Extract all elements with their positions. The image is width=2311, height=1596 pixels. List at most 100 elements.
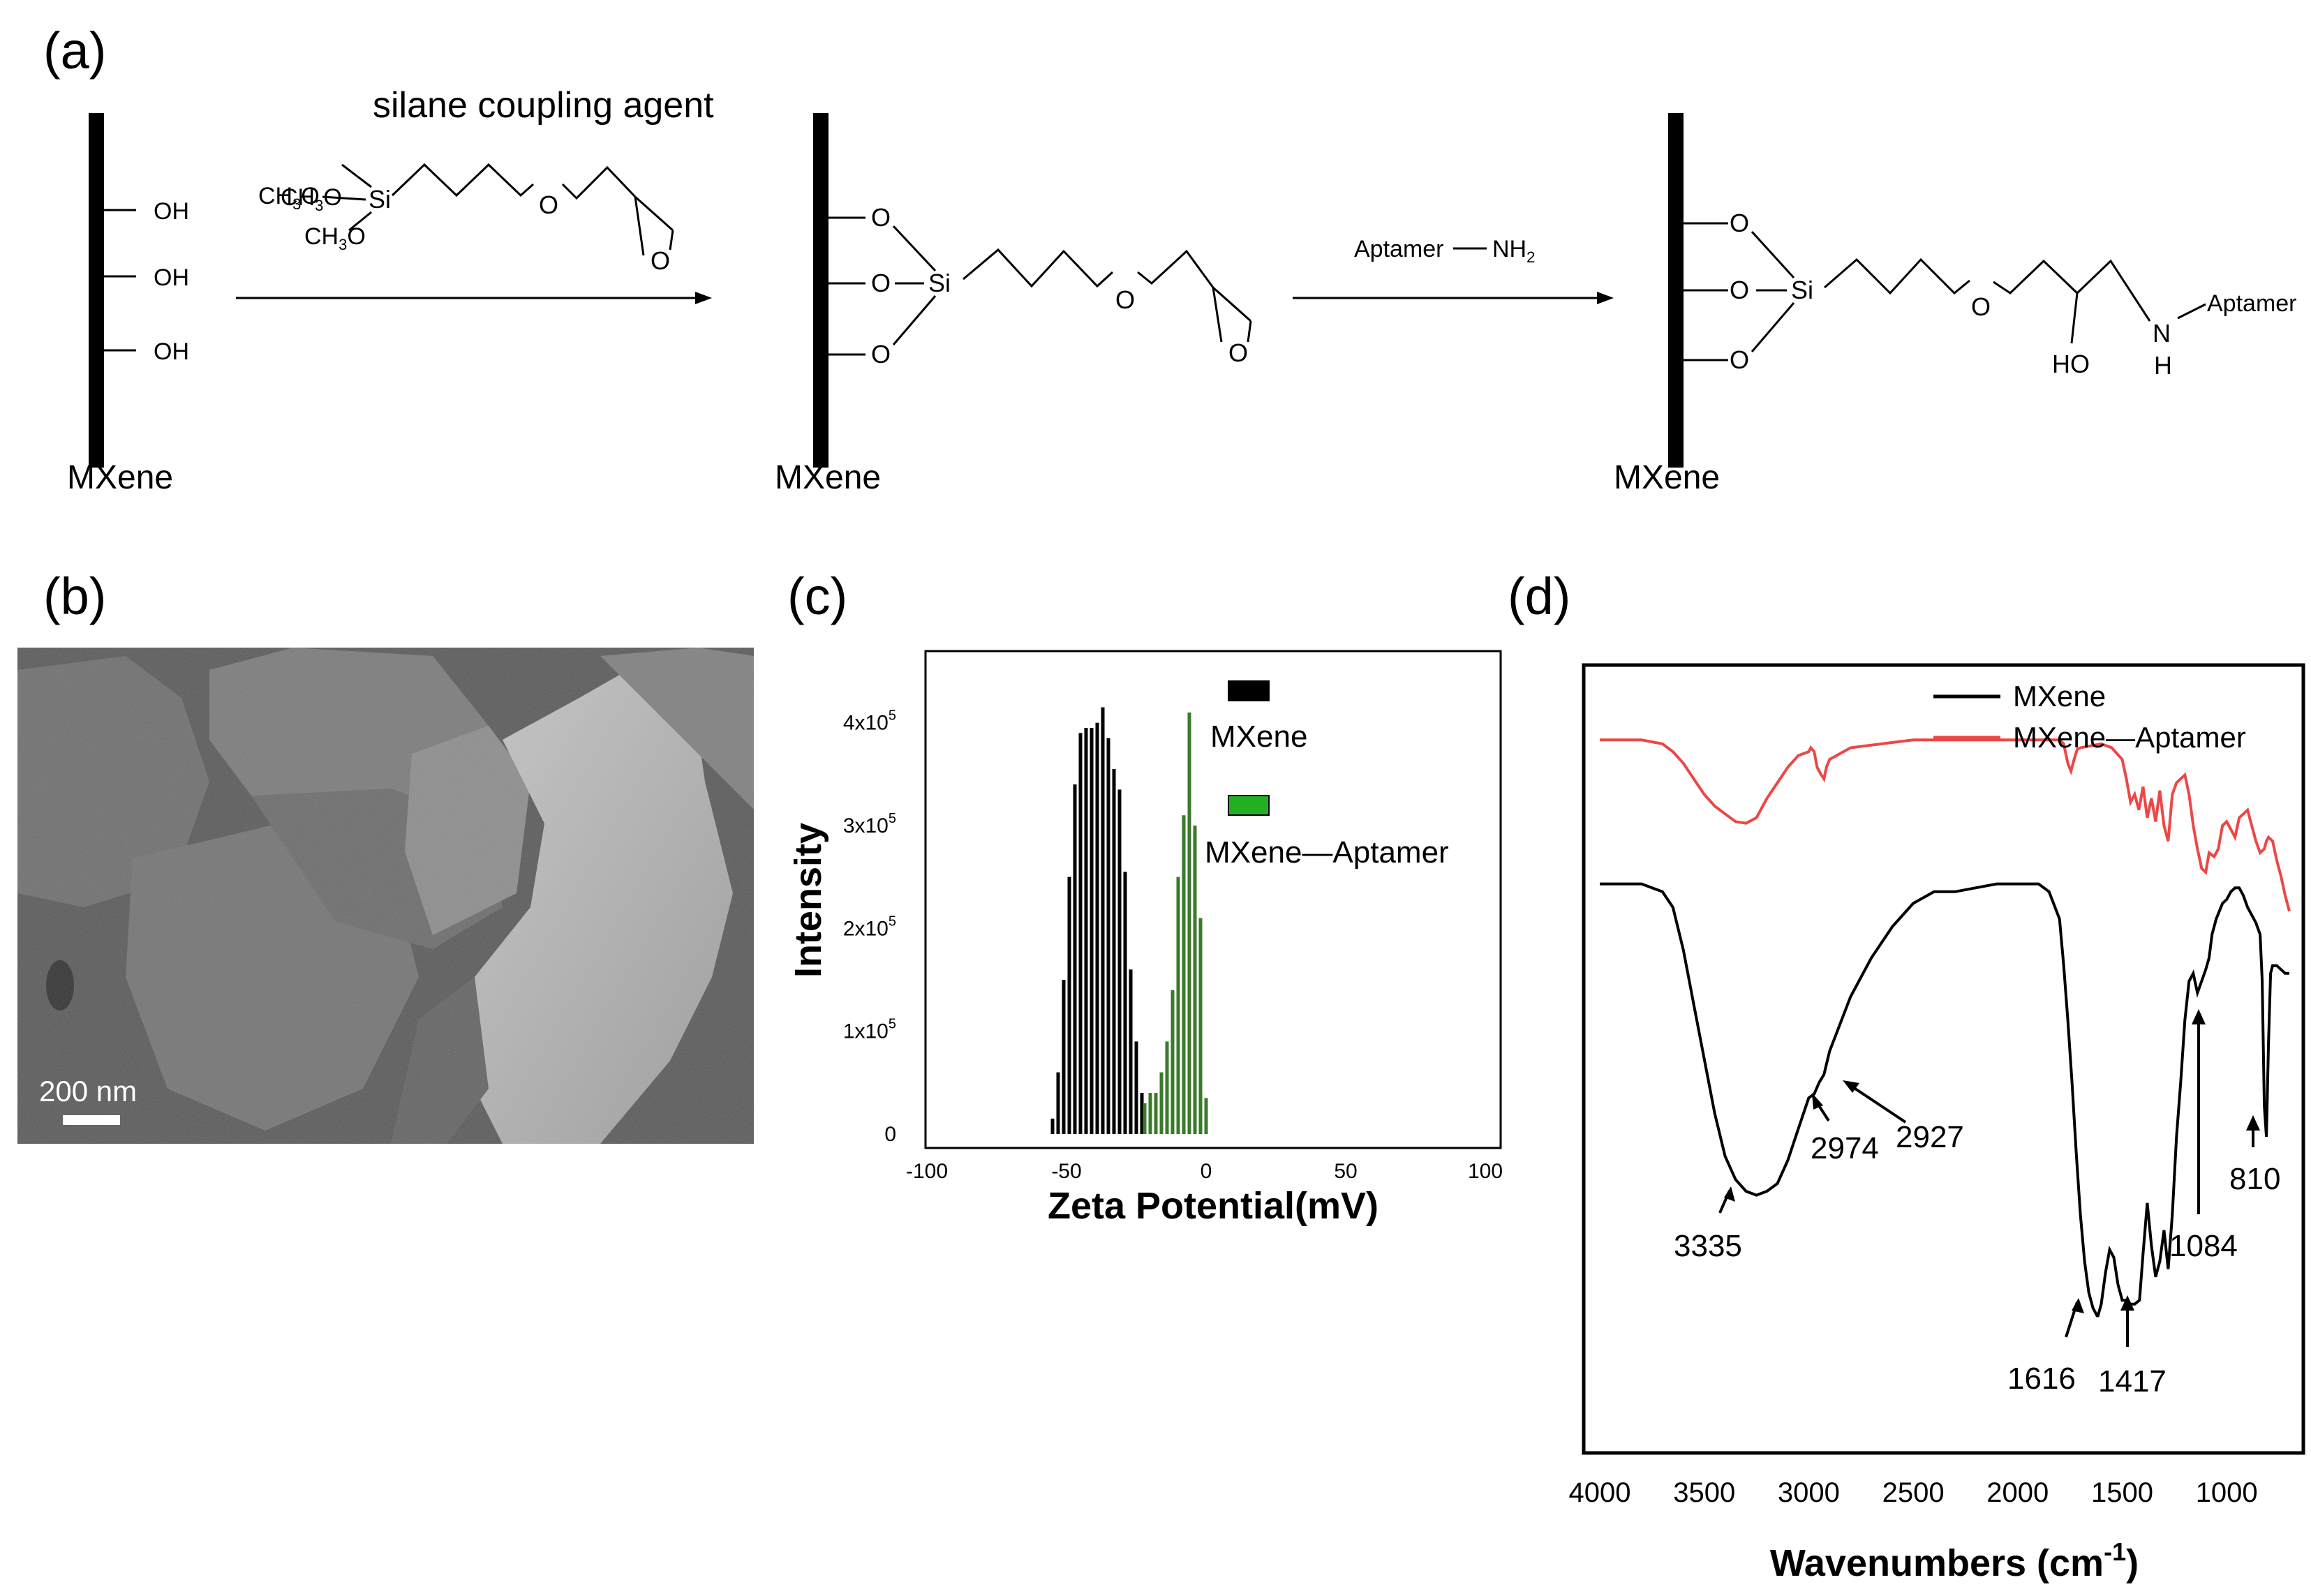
zeta-y-tick-label: 0 — [884, 1123, 896, 1146]
sem-image: 200 nm — [17, 648, 754, 1144]
sem-grain — [17, 648, 754, 1144]
ftir-x-tick-label: 1500 — [2091, 1477, 2153, 1508]
ftir-x-axis-label: Wavenumbers (cm-1) — [1770, 1537, 2139, 1584]
zeta-bar-mxene — [1117, 789, 1122, 1134]
panel-label-d: (d) — [1508, 567, 1570, 625]
step2-amine-sub: 2 — [1526, 248, 1535, 266]
zeta-bar-mxene — [1101, 707, 1105, 1134]
zeta-x-tick-label: 100 — [1468, 1160, 1503, 1183]
panel-label-b: (b) — [43, 567, 106, 625]
mxene-substrate-2 — [813, 113, 828, 468]
ftir-annotation-2927: 2927 — [1896, 1120, 1964, 1154]
zeta-bar-mxene — [1140, 1093, 1144, 1134]
zeta-bar-mxene — [1062, 980, 1066, 1134]
zeta-x-ticks: -100 -50 0 50 100 — [906, 1160, 1503, 1183]
zeta-legend-swatch-aptamer — [1228, 795, 1270, 816]
zeta-x-tick-label: 0 — [1201, 1160, 1212, 1183]
zeta-bar-mxene — [1106, 738, 1110, 1134]
zeta-bar-mxene — [1129, 969, 1133, 1134]
zeta-legend-label-aptamer: MXene—Aptamer — [1205, 835, 1449, 870]
step2-amine: NH2 — [1492, 236, 1535, 266]
zeta-x-tick-label: -50 — [1051, 1160, 1081, 1183]
ftir-x-tick-label: 3000 — [1778, 1477, 1840, 1508]
ftir-legend-label-mxene: MXene — [2013, 680, 2106, 713]
zeta-bar-aptamer — [1204, 1098, 1208, 1134]
zeta-x-axis-label: Zeta Potential(mV) — [1048, 1185, 1379, 1227]
product-ether-o: O — [1971, 292, 1991, 321]
step2-reagent: Aptamer — [1354, 236, 1444, 262]
ftir-annotation-heads — [1724, 1009, 2260, 1313]
product-h: H — [2154, 351, 2172, 380]
zeta-bar-mxene — [1123, 872, 1127, 1134]
zeta-bar-mxene — [1067, 877, 1071, 1134]
zeta-bar-mxene — [1050, 1118, 1055, 1134]
substrate-label-3: MXene — [1614, 459, 1720, 496]
zeta-bars — [1050, 707, 1208, 1134]
ftir-annotation-1616: 1616 — [2007, 1362, 2076, 1396]
intermediate-si: Si — [928, 269, 951, 297]
zeta-x-tick-label: 50 — [1334, 1160, 1357, 1183]
panel-label-a: (a) — [43, 22, 106, 80]
zeta-bar-mxene — [1073, 784, 1077, 1134]
ftir-x-tick-label: 3500 — [1673, 1477, 1735, 1508]
zeta-bar-aptamer — [1176, 877, 1180, 1134]
mxene-substrate-1 — [89, 113, 104, 468]
ftir-x-tick-label: 2500 — [1882, 1477, 1945, 1508]
substrate-label-2: MXene — [775, 459, 881, 496]
zeta-legend-label-mxene: MXene — [1210, 719, 1307, 754]
zeta-bar-mxene — [1056, 1072, 1060, 1134]
zeta-bar-aptamer — [1159, 1072, 1164, 1134]
intermediate-epoxide-o: O — [1228, 338, 1248, 367]
reaction-scheme: OH OH OH MXene silane coupling agent CH3… — [67, 85, 2297, 496]
zeta-y-tick-label: 3x105 — [843, 811, 896, 837]
reagent-title: silane coupling agent — [373, 85, 714, 126]
ftir-plot-frame — [1582, 663, 2305, 1455]
intermediate-o-3: O — [871, 340, 891, 368]
product-o-2: O — [1730, 276, 1749, 304]
product-bonds — [1684, 222, 2206, 361]
product-ho: HO — [2052, 350, 2090, 378]
ftir-series-line-mxene — [1600, 882, 2289, 1318]
zeta-bar-aptamer — [1193, 826, 1197, 1134]
zeta-bar-aptamer — [1148, 1093, 1152, 1134]
intermediate-bonds — [828, 216, 1252, 356]
ftir-legend-label-aptamer: MXene—Aptamer — [2013, 721, 2246, 754]
product-o-3: O — [1730, 345, 1749, 374]
zeta-legend-swatch-mxene — [1228, 680, 1270, 701]
ftir-annotation-2974: 2974 — [1811, 1131, 1879, 1165]
zeta-bar-mxene — [1134, 1041, 1138, 1134]
reagent-si: Si — [369, 185, 391, 214]
ftir-x-axis-label-close: ) — [2126, 1542, 2139, 1584]
zeta-bar-mxene — [1078, 733, 1083, 1134]
zeta-plot-frame — [924, 650, 1502, 1149]
reagent-ether-o: O — [539, 191, 558, 219]
product-n: N — [2153, 319, 2171, 348]
panel-label-c: (c) — [787, 567, 847, 625]
sem-scale-bar — [63, 1115, 120, 1125]
zeta-bar-aptamer — [1198, 918, 1203, 1134]
reagent-epoxide-o: O — [651, 246, 670, 275]
zeta-bar-mxene — [1084, 728, 1088, 1134]
zeta-y-tick-label: 2x105 — [843, 913, 896, 940]
zeta-bar-aptamer — [1143, 1103, 1147, 1134]
ftir-annotation-810: 810 — [2229, 1162, 2280, 1196]
oh-label-1: OH — [154, 198, 189, 225]
ftir-x-axis-label-sup: -1 — [2104, 1537, 2126, 1566]
ftir-x-tick-label: 1000 — [2196, 1477, 2258, 1508]
ftir-x-tick-label: 4000 — [1569, 1477, 1631, 1508]
reaction-arrow-1 — [236, 292, 712, 304]
product-o-1: O — [1730, 209, 1749, 237]
zeta-bar-mxene — [1095, 722, 1099, 1134]
zeta-y-tick-label: 1x105 — [843, 1017, 896, 1043]
ftir-annotation-1417: 1417 — [2098, 1364, 2167, 1399]
step2-amine-nh: NH — [1492, 236, 1526, 262]
ftir-x-ticks: 4000 3500 3000 2500 2000 1500 1000 — [1569, 1477, 2258, 1508]
zeta-bar-mxene — [1112, 768, 1116, 1134]
substrate-label-1: MXene — [67, 459, 173, 496]
zeta-bar-aptamer — [1154, 1093, 1158, 1134]
zeta-chart: -100 -50 0 50 100 0 1x105 2x105 3x105 4x105 MXen… — [787, 650, 1503, 1227]
oh-label-2: OH — [154, 264, 189, 291]
ftir-x-tick-label: 2000 — [1986, 1477, 2049, 1508]
ftir-annotation-3335: 3335 — [1674, 1229, 1742, 1263]
